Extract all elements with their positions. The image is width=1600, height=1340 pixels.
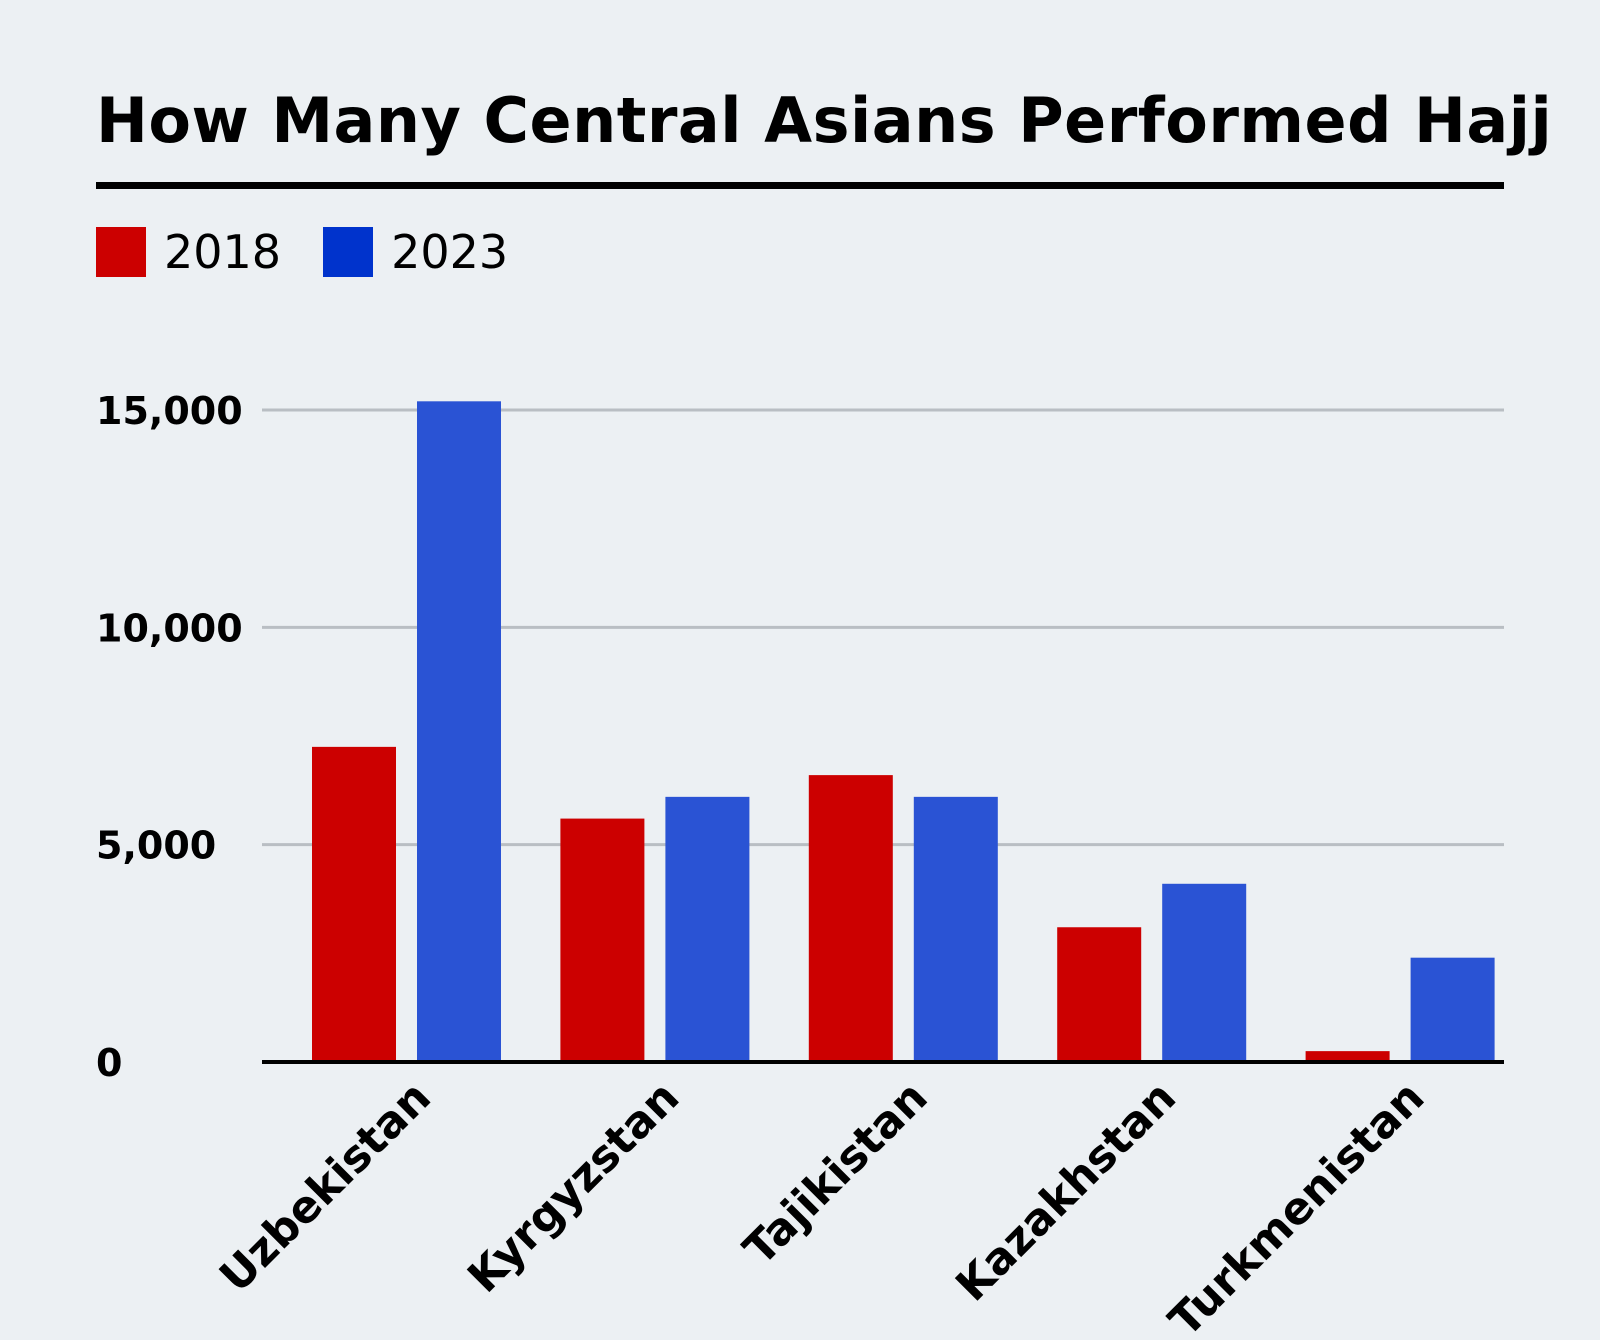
legend-swatch-2023 xyxy=(323,227,374,277)
bar-2023-turkmenistan xyxy=(1410,957,1495,1062)
legend-label-2023: 2023 xyxy=(391,225,509,279)
legend-swatch-2018 xyxy=(96,227,146,277)
bar-2018-kazakhstan xyxy=(1057,927,1142,1062)
bar-2018-turkmenistan xyxy=(1305,1051,1390,1062)
x-tick-label: Tajikistan xyxy=(734,1072,937,1275)
x-tick-label: Kyrgyzstan xyxy=(458,1072,689,1303)
bar-2023-kyrgyzstan xyxy=(665,796,750,1062)
legend-label-2018: 2018 xyxy=(164,225,282,279)
x-tick-label: Uzbekistan xyxy=(210,1072,441,1303)
title-divider xyxy=(96,182,1504,189)
legend-item-2023: 2023 xyxy=(323,225,508,279)
bar-2023-tajikistan xyxy=(913,796,998,1062)
y-tick-label: 15,000 xyxy=(96,389,243,433)
y-tick-label: 10,000 xyxy=(96,606,243,650)
bar-2018-uzbekistan xyxy=(312,746,396,1062)
bar-2023-kazakhstan xyxy=(1162,883,1247,1062)
bar-2018-tajikistan xyxy=(808,775,893,1062)
y-tick-label: 5,000 xyxy=(96,824,216,868)
legend-item-2018: 2018 xyxy=(96,225,281,279)
bar-2023-uzbekistan xyxy=(417,401,501,1063)
x-tick-label: Turkmenistan xyxy=(1159,1072,1434,1340)
chart-title: How Many Central Asians Performed Hajj xyxy=(96,84,1553,157)
legend: 2018 2023 xyxy=(96,225,550,279)
y-tick-label: 0 xyxy=(96,1041,122,1085)
bar-2018-kyrgyzstan xyxy=(560,818,645,1062)
x-tick-label: Kazakhstan xyxy=(946,1072,1186,1312)
